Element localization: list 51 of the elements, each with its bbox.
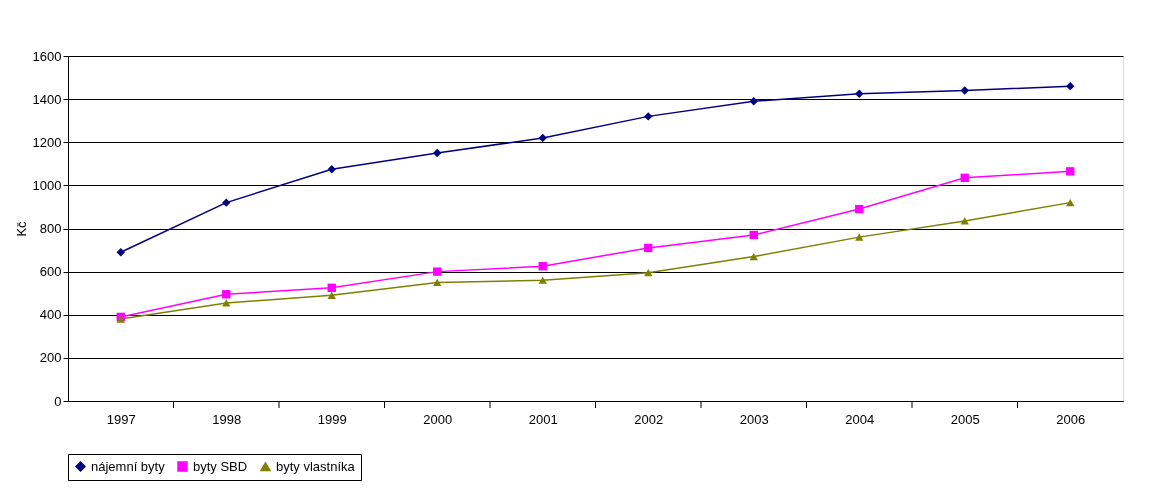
x-tick-label: 1997	[106, 411, 136, 427]
legend-label: nájemní byty	[91, 458, 166, 474]
point	[855, 233, 864, 241]
x-tick-label: 2003	[739, 411, 769, 427]
y-tick-label: 200	[39, 350, 62, 366]
point	[960, 86, 969, 95]
point	[116, 248, 125, 257]
y-tick-label: 1400	[32, 91, 62, 107]
y-tick-label: 0	[54, 393, 62, 409]
point	[855, 89, 864, 98]
legend-label: byty vlastníka	[276, 458, 356, 474]
point	[222, 198, 231, 207]
y-tick-label: 400	[39, 307, 62, 323]
point	[749, 230, 758, 240]
y-axis-title: Kč	[13, 220, 29, 237]
y-tick-label: 600	[39, 264, 62, 280]
x-tick-label: 1999	[317, 411, 347, 427]
y-tick-label: 1000	[32, 177, 62, 193]
point	[222, 290, 231, 299]
point	[644, 112, 653, 121]
point	[855, 204, 864, 214]
point	[433, 267, 442, 276]
x-tick-label: 2006	[1056, 411, 1086, 427]
point	[433, 148, 442, 158]
point	[644, 269, 653, 277]
point	[1066, 199, 1075, 207]
point	[222, 299, 231, 307]
point	[1066, 82, 1075, 91]
point	[749, 97, 758, 106]
point	[960, 173, 969, 183]
x-tick-label: 1998	[212, 411, 242, 427]
point	[327, 283, 336, 292]
x-tick-label: 2004	[845, 411, 875, 427]
x-tick-label: 2000	[423, 411, 453, 427]
y-tick-label: 1200	[32, 134, 62, 150]
x-tick-label: 2002	[634, 411, 664, 427]
point	[327, 165, 336, 174]
point	[749, 252, 758, 261]
point	[960, 217, 969, 225]
point	[538, 276, 547, 284]
x-tick-label: 2001	[528, 411, 558, 427]
y-tick-label: 1600	[32, 48, 62, 64]
point	[538, 133, 547, 143]
y-tick-label: 800	[39, 221, 62, 236]
legend-label: byty SBD	[193, 458, 248, 474]
point	[1066, 167, 1075, 176]
point	[327, 291, 336, 299]
point	[433, 278, 442, 287]
point	[644, 243, 653, 253]
point	[538, 262, 547, 271]
x-tick-label: 2005	[950, 411, 980, 427]
